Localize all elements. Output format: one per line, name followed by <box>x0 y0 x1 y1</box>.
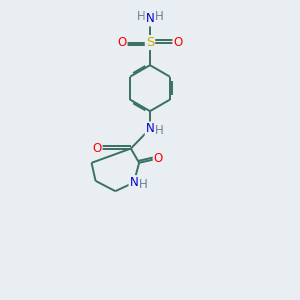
Text: H: H <box>154 11 163 23</box>
Text: O: O <box>92 142 102 155</box>
Text: N: N <box>146 122 154 135</box>
Text: N: N <box>130 176 138 189</box>
Text: H: H <box>139 178 148 190</box>
Text: S: S <box>146 36 154 49</box>
Text: H: H <box>137 11 146 23</box>
Text: O: O <box>173 36 183 49</box>
Text: O: O <box>154 152 163 165</box>
Text: H: H <box>155 124 164 137</box>
Text: O: O <box>117 36 127 49</box>
Text: N: N <box>146 13 154 26</box>
